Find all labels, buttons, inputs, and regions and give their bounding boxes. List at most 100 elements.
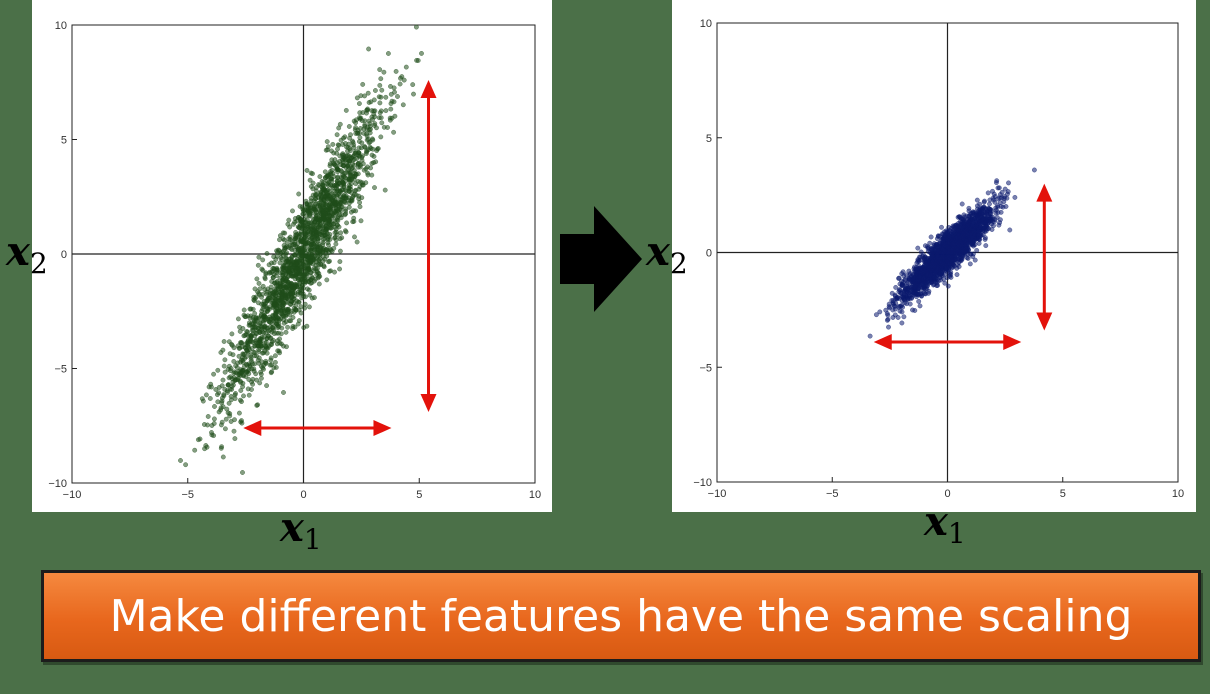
- scatter-point: [382, 187, 388, 193]
- scatter-point: [222, 386, 228, 392]
- scatter-point: [371, 108, 377, 114]
- scatter-point: [218, 422, 224, 428]
- scatter-point: [1006, 180, 1011, 186]
- scatter-point: [356, 139, 362, 144]
- scatter-point: [221, 339, 227, 344]
- scatter-point: [348, 181, 354, 187]
- scatter-point: [347, 135, 352, 141]
- scatter-point: [272, 311, 278, 317]
- scatter-point: [928, 246, 934, 251]
- scatter-point: [379, 87, 385, 93]
- scatter-point: [230, 352, 236, 358]
- scatter-point: [290, 324, 296, 329]
- scatter-point: [413, 24, 419, 30]
- scatter-point: [901, 314, 907, 320]
- scatter-point: [256, 349, 262, 354]
- scatter-point: [207, 396, 213, 401]
- scatter-point: [306, 304, 312, 310]
- scatter-point: [979, 208, 985, 214]
- scatter-point: [357, 164, 363, 170]
- scatter-point: [317, 244, 323, 250]
- scatter-point: [321, 263, 327, 269]
- scatter-point: [277, 340, 283, 346]
- scatter-point: [359, 195, 365, 201]
- scatter-point: [290, 208, 295, 214]
- scatter-point: [296, 191, 302, 197]
- scatter-point: [310, 275, 315, 281]
- scatter-point: [313, 196, 318, 202]
- scatter-point: [255, 300, 261, 306]
- scatter-point: [939, 236, 945, 242]
- x-tick-label: 5: [1060, 488, 1066, 500]
- scatter-point: [226, 363, 232, 369]
- scatter-point: [325, 144, 331, 150]
- scatter-point: [254, 276, 260, 282]
- scatter-point: [977, 201, 982, 207]
- scatter-point: [232, 392, 238, 398]
- scatter-point: [220, 404, 226, 410]
- scatter-point: [355, 179, 361, 184]
- scatter-point: [308, 170, 314, 176]
- scatter-point: [337, 259, 343, 264]
- chart-panel-after: −10 −5 0 5 10 −10 −5 0 5 10: [672, 0, 1196, 512]
- scatter-point: [895, 315, 901, 320]
- scatter-point: [260, 257, 266, 263]
- scatter-point: [360, 82, 366, 87]
- scatter-point: [973, 211, 979, 217]
- scatter-point: [980, 232, 986, 238]
- scatter-point: [257, 380, 263, 386]
- y-axis-label-before: x2: [6, 228, 48, 280]
- scatter-point: [245, 340, 251, 346]
- scatter-point: [998, 209, 1004, 215]
- scatter-point: [995, 203, 1000, 209]
- scatter-point: [916, 298, 922, 304]
- scatter-point: [357, 184, 363, 190]
- scatter-point: [398, 75, 403, 81]
- scatter-point: [313, 216, 319, 221]
- scatter-point: [337, 197, 343, 203]
- scatter-point: [264, 298, 270, 304]
- scatter-point: [289, 254, 295, 260]
- scatter-point: [974, 247, 980, 253]
- scatter-points: [178, 24, 424, 475]
- scatter-point: [370, 117, 375, 122]
- scatter-point: [358, 218, 364, 224]
- scatter-point: [215, 399, 221, 405]
- scatter-point: [918, 249, 924, 255]
- scatter-point: [252, 311, 258, 316]
- x-axis-label-after: x1: [924, 498, 966, 550]
- scatter-point: [941, 255, 947, 261]
- scatter-point: [204, 444, 210, 450]
- scatter-point: [215, 367, 221, 373]
- scatter-point: [299, 204, 305, 210]
- scatter-point: [225, 410, 231, 416]
- scatter-point: [354, 239, 360, 245]
- scatter-point: [304, 271, 309, 277]
- scatter-point: [267, 269, 273, 275]
- scatter-point: [376, 94, 382, 100]
- scatter-point: [332, 201, 337, 207]
- scatter-point: [967, 261, 973, 267]
- scatter-point: [211, 421, 217, 426]
- scatter-point: [388, 91, 394, 97]
- scatter-point: [311, 295, 317, 300]
- scatter-point: [291, 260, 297, 266]
- scatter-point: [285, 260, 291, 266]
- scatter-point: [945, 256, 951, 262]
- scatter-point: [281, 390, 286, 395]
- scatter-points: [867, 167, 1037, 339]
- scatter-point: [252, 319, 258, 325]
- scatter-point: [976, 240, 982, 246]
- scatter-point: [245, 349, 251, 355]
- scatter-point: [220, 454, 226, 460]
- scatter-point: [277, 237, 282, 243]
- scatter-point: [222, 369, 228, 375]
- scatter-point: [905, 287, 910, 293]
- scatter-point: [352, 234, 357, 240]
- scatter-point: [308, 254, 314, 260]
- scatter-point: [330, 221, 336, 227]
- scatter-point: [284, 300, 290, 305]
- scatter-point: [271, 260, 277, 266]
- scatter-point: [250, 381, 256, 387]
- scatter-point: [323, 147, 329, 153]
